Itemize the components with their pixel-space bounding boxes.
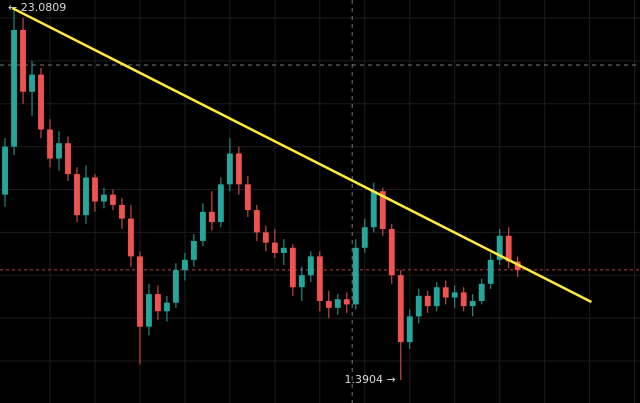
candle-body	[226, 153, 233, 185]
candle-body	[47, 129, 53, 159]
candle-body	[262, 232, 269, 243]
candle-body	[101, 194, 107, 202]
candle-body	[65, 143, 71, 175]
candle-body	[199, 211, 206, 241]
candle-body	[424, 295, 431, 307]
candle-body	[415, 295, 422, 317]
candle-body	[155, 294, 161, 312]
candle-body	[271, 242, 278, 253]
candle-body	[469, 300, 476, 307]
candle-body	[505, 235, 512, 262]
candle-body	[208, 211, 215, 223]
high-label: ← 23.0809	[8, 1, 66, 14]
candle-body	[325, 300, 332, 308]
candle-body	[92, 177, 98, 202]
candle-body	[38, 74, 44, 130]
candle-body	[289, 247, 296, 288]
candle-body	[496, 235, 503, 260]
candle-body	[334, 299, 341, 308]
candle-body	[74, 174, 80, 216]
candle-body	[137, 256, 143, 327]
candle-body	[244, 184, 251, 211]
candle-body	[253, 210, 260, 233]
candle-body	[343, 299, 350, 305]
candle-body	[280, 247, 287, 253]
candle-body	[433, 287, 440, 307]
candle-body	[361, 227, 368, 248]
candle-body	[298, 275, 305, 288]
candle-body	[128, 218, 134, 257]
candle-body	[11, 30, 17, 147]
trendline	[11, 6, 592, 304]
candle-body	[181, 259, 188, 271]
candle-body	[29, 74, 35, 92]
candle-body	[460, 292, 467, 307]
candle-body	[217, 184, 224, 223]
candle-body	[20, 30, 26, 92]
candle-body	[478, 283, 485, 301]
candle-body	[307, 256, 314, 276]
candle-body	[379, 191, 386, 229]
candle-body	[164, 302, 170, 312]
candle-body	[370, 191, 377, 228]
candle-body	[397, 275, 404, 343]
candle-body	[190, 240, 197, 260]
candle-body	[442, 287, 449, 298]
candle-body	[172, 270, 179, 303]
candle-body	[388, 228, 395, 276]
candle-body	[56, 143, 62, 159]
candle-body	[406, 316, 413, 343]
candle-body	[487, 259, 494, 284]
candle-body	[451, 292, 458, 298]
candle-body	[352, 247, 359, 305]
candle-body	[110, 194, 116, 205]
candle-body	[119, 204, 125, 219]
candle-body	[316, 256, 323, 301]
candle-body	[83, 177, 89, 216]
candle-body	[146, 294, 152, 327]
low-label: 1.3904 →	[345, 373, 396, 386]
candle-body	[2, 146, 8, 195]
candle-body	[235, 153, 242, 185]
